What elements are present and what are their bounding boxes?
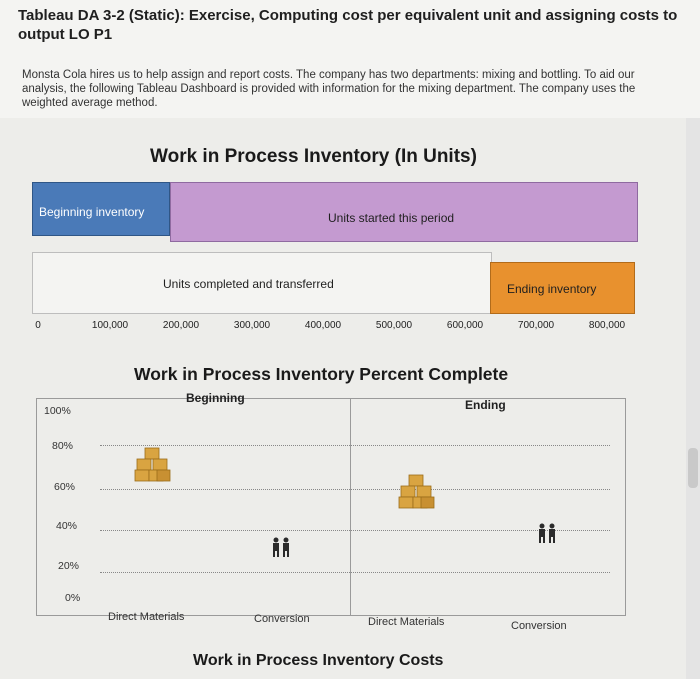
x-tick: 500,000 <box>375 320 413 331</box>
category-label: Direct Materials <box>368 616 445 628</box>
question-intro: Monsta Cola hires us to help assign and … <box>22 69 636 109</box>
x-tick: 200,000 <box>162 320 200 331</box>
people-icon <box>270 536 292 563</box>
units-started-label: Units started this period <box>328 211 455 225</box>
y-tick: 20% <box>58 560 80 572</box>
question-title: Tableau DA 3-2 (Static): Exercise, Compu… <box>18 7 678 43</box>
category-label: Direct Materials <box>108 611 185 623</box>
scrollbar-thumb[interactable] <box>688 448 698 488</box>
x-tick: 800,000 <box>588 320 626 331</box>
gridline <box>100 530 610 531</box>
x-tick: 400,000 <box>304 320 342 331</box>
units-completed-label: Units completed and transferred <box>163 277 334 291</box>
gridline <box>100 445 610 446</box>
people-icon <box>536 522 558 549</box>
y-tick: 60% <box>54 481 76 493</box>
beginning-inventory-label: Beginning inventory <box>39 205 145 219</box>
x-tick: 700,000 <box>517 320 555 331</box>
units-started-bar: Units started this period <box>170 182 638 242</box>
boxes-icon <box>398 474 436 515</box>
category-label: Conversion <box>254 613 310 625</box>
boxes-icon <box>134 447 172 488</box>
category-label: Conversion <box>511 620 567 632</box>
ending-inventory-bar: Ending inventory <box>490 262 635 314</box>
costs-chart-title: Work in Process Inventory Costs <box>193 652 444 669</box>
units-chart-title: Work in Process Inventory (In Units) <box>150 146 477 167</box>
gridline <box>100 489 610 490</box>
y-tick: 100% <box>44 405 71 417</box>
group-ending-label: Ending <box>465 398 506 412</box>
x-tick: 100,000 <box>91 320 129 331</box>
y-tick: 0% <box>65 592 81 604</box>
x-tick: 600,000 <box>446 320 484 331</box>
x-tick: 300,000 <box>233 320 271 331</box>
percent-chart-title: Work in Process Inventory Percent Comple… <box>134 364 509 384</box>
gridline <box>100 572 610 573</box>
vertical-scrollbar[interactable] <box>686 118 700 679</box>
percent-chart-divider <box>350 398 351 616</box>
y-tick: 80% <box>52 440 74 452</box>
y-tick: 40% <box>56 520 78 532</box>
percent-chart-area <box>36 398 626 616</box>
group-beginning-label: Beginning <box>186 391 245 405</box>
question-header: Tableau DA 3-2 (Static): Exercise, Compu… <box>18 6 688 44</box>
ending-inventory-label: Ending inventory <box>507 282 597 296</box>
beginning-inventory-bar: Beginning inventory <box>32 182 170 236</box>
units-completed-bar: Units completed and transferred <box>32 252 492 314</box>
x-tick: 0 <box>35 320 41 331</box>
